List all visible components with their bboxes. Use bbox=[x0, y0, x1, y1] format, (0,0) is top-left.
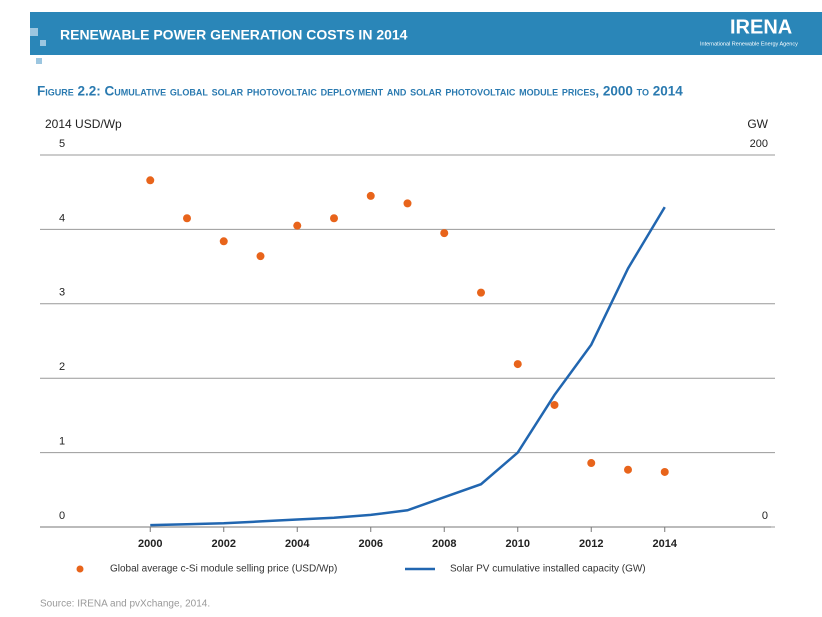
y-tick-label: 3 bbox=[59, 287, 65, 299]
price-point bbox=[624, 465, 632, 474]
header-bar bbox=[30, 12, 822, 55]
price-point bbox=[403, 199, 412, 208]
price-point bbox=[219, 237, 228, 246]
price-point bbox=[513, 360, 522, 369]
x-tick-label: 2000 bbox=[138, 538, 162, 550]
logo: IRENA bbox=[730, 16, 792, 38]
source: Source: IRENA and pvXchange, 2014. bbox=[40, 599, 210, 610]
header-ornament bbox=[36, 58, 42, 64]
y-tick-label: 4 bbox=[59, 212, 65, 224]
y-tick-label: 2 bbox=[59, 361, 65, 373]
price-point bbox=[550, 400, 559, 409]
price-point bbox=[440, 229, 449, 238]
x-tick-label: 2004 bbox=[285, 538, 310, 550]
x-tick-label: 2012 bbox=[579, 538, 603, 550]
price-point bbox=[183, 214, 191, 223]
x-tick-label: 2006 bbox=[359, 538, 383, 550]
price-point bbox=[293, 221, 302, 230]
y-tick-label: 1 bbox=[59, 436, 65, 448]
x-tick-label: 2010 bbox=[506, 538, 530, 550]
legend-label: Solar PV cumulative installed capacity (… bbox=[450, 564, 646, 575]
price-point bbox=[587, 459, 596, 468]
capacity-line bbox=[150, 206, 666, 527]
price-point bbox=[366, 191, 375, 200]
x-tick-label: 2014 bbox=[653, 538, 678, 550]
header-ornament bbox=[40, 40, 46, 46]
y2-axis-title: GW bbox=[747, 117, 768, 131]
y2-tick-label: 0 bbox=[762, 510, 768, 522]
price-point bbox=[477, 288, 485, 297]
y-tick-label: 0 bbox=[59, 510, 65, 522]
legend-marker bbox=[76, 565, 84, 573]
price-point bbox=[256, 252, 265, 261]
y2-tick-label: 200 bbox=[750, 138, 768, 150]
y-tick-label: 5 bbox=[59, 138, 65, 150]
price-point bbox=[330, 214, 338, 223]
price-point bbox=[660, 467, 669, 476]
x-tick-label: 2002 bbox=[212, 538, 236, 550]
header-title: RENEWABLE POWER GENERATION COSTS IN 2014 bbox=[60, 27, 408, 43]
header-ornament bbox=[30, 28, 38, 36]
price-point bbox=[146, 176, 155, 185]
y-axis-title: 2014 USD/Wp bbox=[45, 117, 122, 131]
figure-title: Figure 2.2: Cumulative global solar phot… bbox=[37, 84, 683, 99]
x-tick-label: 2008 bbox=[432, 538, 456, 550]
logo-subtitle: International Renewable Energy Agency bbox=[700, 41, 798, 47]
legend-label: Global average c-Si module selling price… bbox=[110, 564, 337, 575]
